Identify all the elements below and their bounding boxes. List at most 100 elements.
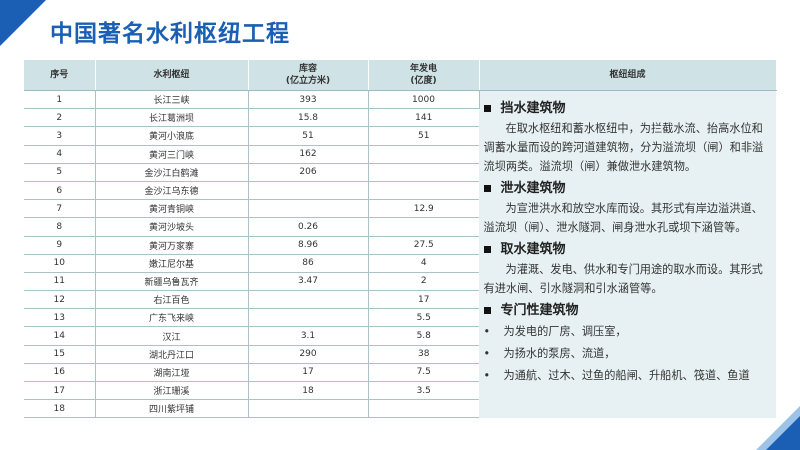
cell-name: 新疆乌鲁瓦齐	[95, 272, 249, 292]
cell-power: 1000	[368, 90, 480, 110]
cell-no: 7	[24, 199, 96, 219]
list-item-text: 为发电的厂房、调压室，	[503, 325, 627, 338]
cell-name: 黄河小浪底	[95, 126, 249, 146]
cell-name: 长江三峡	[95, 90, 249, 110]
section-title: 取水建筑物	[483, 240, 771, 259]
table-row: 6 金沙江乌东德	[24, 181, 776, 201]
table-row: 8 黄河沙坡头 0.26	[24, 217, 776, 237]
cell-power: 5.8	[368, 326, 479, 346]
cell-name: 右江百色	[95, 290, 249, 310]
header-no: 序号	[24, 60, 96, 91]
table-row: 14 汉江 3.1 5.8	[24, 326, 776, 346]
cell-power: 3.5	[368, 381, 479, 401]
square-bullet-icon	[483, 185, 491, 192]
cell-no: 8	[24, 217, 96, 237]
cell-name: 长江葛洲坝	[95, 108, 249, 128]
table-row: 11 新疆乌鲁瓦齐 3.47 2	[24, 272, 776, 292]
cell-name: 广东飞来峡	[95, 308, 249, 328]
cell-no: 4	[24, 145, 96, 164]
corner-decoration	[0, 0, 46, 46]
table-row: 5 金沙江白鹤滩 206	[24, 163, 776, 182]
section-body: 为灌溉、发电、供水和专门用途的取水而设。其形式有进水闸、引水隧洞和引水涵管等。	[483, 263, 763, 295]
section-title-text: 取水建筑物	[500, 242, 566, 257]
section-title: 挡水建筑物	[483, 99, 771, 118]
cell-name: 湖北丹江口	[95, 345, 249, 364]
composition-panel: 挡水建筑物 在取水枢纽和蓄水枢纽中，为拦截水流、抬高水位和调蓄水量而设的跨河道建筑…	[479, 90, 776, 418]
cell-capacity: 290	[248, 345, 369, 364]
cell-power	[368, 399, 479, 419]
cell-name: 汉江	[95, 326, 249, 346]
cell-no: 14	[24, 326, 96, 346]
table-row: 12 右江百色 17	[24, 290, 776, 310]
cell-no: 11	[24, 272, 96, 292]
cell-power	[368, 145, 479, 164]
cell-no: 5	[24, 163, 96, 182]
cell-capacity	[248, 199, 369, 219]
cell-power	[368, 163, 479, 182]
table-row: 4 黄河三门峡 162	[24, 145, 776, 164]
cell-capacity: 3.1	[248, 326, 369, 346]
section-title-text: 挡水建筑物	[500, 101, 566, 116]
cell-capacity: 17	[248, 363, 369, 383]
table-row: 3 黄河小浪底 51 51	[24, 126, 776, 146]
table-row: 17 浙江珊溪 18 3.5	[24, 381, 776, 401]
cell-no: 10	[24, 254, 96, 273]
cell-power: 17	[368, 290, 479, 310]
table-header-row: 序号 水利枢纽 库容 (亿立方米) 年发电 (亿度) 枢纽组成	[24, 60, 777, 91]
table-row: 10 嫩江尼尔基 86 4	[24, 254, 776, 273]
cell-capacity: 3.47	[248, 272, 369, 292]
cell-power: 4	[368, 254, 479, 273]
cell-capacity: 15.8	[248, 108, 369, 128]
section-body: 为宣泄洪水和放空水库而设。其形式有岸边溢洪道、溢流坝（闸）、泄水隧洞、闸身泄水孔…	[483, 202, 763, 234]
cell-no: 9	[24, 236, 96, 255]
cell-capacity	[248, 399, 369, 419]
table-row: 7 黄河青铜峡 12.9	[24, 199, 776, 219]
cell-capacity: 206	[248, 163, 369, 182]
cell-name: 湖南江垭	[95, 363, 249, 383]
list-item: • 为扬水的泵房、流道，	[484, 344, 771, 363]
table-row: 13 广东飞来峡 5.5	[24, 308, 776, 328]
cell-name: 浙江珊溪	[95, 381, 249, 401]
square-bullet-icon	[483, 307, 491, 314]
cell-no: 13	[24, 308, 96, 328]
cell-name: 金沙江白鹤滩	[95, 163, 249, 182]
section-title: 泄水建筑物	[483, 179, 771, 198]
cell-no: 15	[24, 345, 96, 364]
list-item: • 为通航、过木、过鱼的船闸、升船机、筏道、鱼道	[484, 366, 771, 385]
section-title-text: 专门性建筑物	[500, 303, 579, 318]
table-row: 15 湖北丹江口 290 38	[24, 345, 776, 364]
list-item: • 为发电的厂房、调压室，	[484, 322, 771, 341]
cell-capacity: 18	[248, 381, 369, 401]
bullet-icon: •	[483, 369, 491, 382]
cell-name: 黄河青铜峡	[95, 199, 249, 219]
square-bullet-icon	[483, 105, 491, 112]
square-bullet-icon	[483, 246, 491, 253]
cell-power	[368, 217, 479, 237]
table-row: 2 长江葛洲坝 15.8 141	[24, 108, 776, 128]
cell-capacity: 86	[248, 254, 369, 273]
cell-power: 51	[368, 126, 479, 146]
cell-capacity: 8.96	[248, 236, 369, 255]
hydro-projects-table: 序号 水利枢纽 库容 (亿立方米) 年发电 (亿度) 枢纽组成 1 长江三峡 3 9 3…	[24, 60, 777, 419]
cell-no: 1	[24, 90, 96, 110]
cell-power	[368, 181, 479, 201]
cell-no: 2	[24, 108, 96, 128]
page-title: 中国著名水利枢纽工程	[50, 21, 290, 47]
list-item-text: 为扬水的泵房、流道，	[503, 347, 616, 360]
cell-no: 18	[24, 399, 96, 419]
header-name: 水利枢纽	[95, 60, 249, 91]
cell-name: 四川紫坪铺	[95, 399, 249, 419]
bullet-icon: •	[483, 325, 491, 338]
cell-power: 141	[368, 108, 479, 128]
table-row: 1 长江三峡 393 1000 挡水建筑物 在取水枢纽和蓄水枢纽中，为拦截水流、抬高水位和…	[24, 90, 776, 418]
table-row: 9 黄河万家寨 8.96 27.5	[24, 236, 776, 255]
cell-no: 3	[24, 126, 96, 146]
cell-name: 嫩江尼尔基	[95, 254, 249, 273]
cell-power: 12.9	[368, 199, 479, 219]
cell-no: 6	[24, 181, 96, 201]
cell-power: 5.5	[368, 308, 479, 328]
cell-power: 38	[368, 345, 479, 364]
cell-name: 黄河万家寨	[95, 236, 249, 255]
cell-power: 2	[368, 272, 479, 292]
section-list: • 为发电的厂房、调压室， • 为扬水的泵房、流道， • 为通航、过木、过鱼的船闸、升船机…	[484, 322, 771, 385]
